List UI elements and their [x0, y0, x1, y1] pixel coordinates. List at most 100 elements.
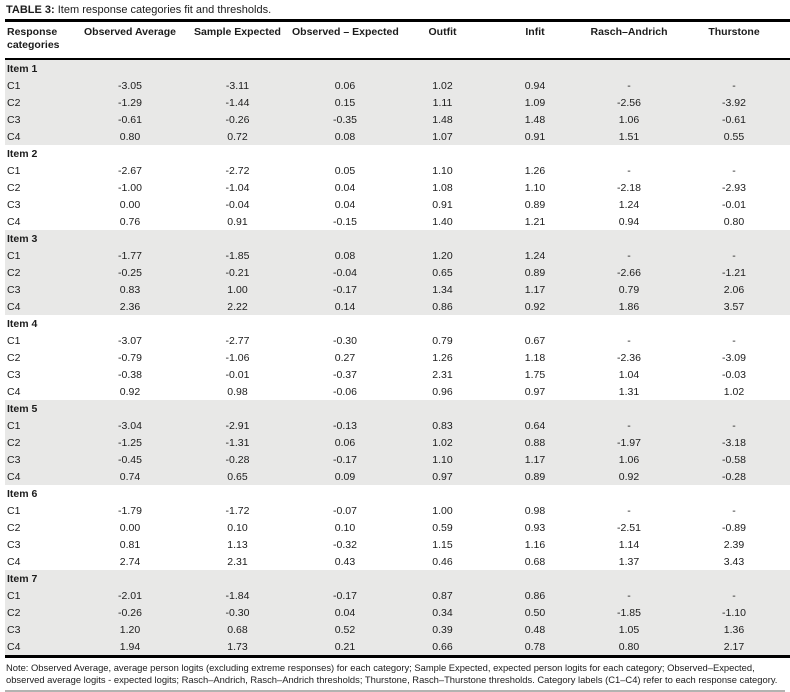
value-cell: -0.30: [225, 606, 250, 619]
value-cell: -1.25: [118, 436, 142, 449]
category-cell: C2: [7, 351, 21, 364]
value-cell: -: [732, 504, 736, 517]
value-cell: -2.91: [225, 419, 250, 432]
value-cell: 1.16: [524, 538, 546, 551]
value-cell: 1.24: [524, 249, 546, 262]
category-cell: C1: [7, 249, 21, 262]
value-cell: 0.10: [334, 521, 356, 534]
value-cell: -0.45: [118, 453, 142, 466]
value-cell: -: [732, 164, 736, 177]
column-header: Outfit: [428, 26, 457, 38]
value-cell: 0.67: [524, 334, 546, 347]
value-cell: -2.72: [225, 164, 250, 177]
value-cell: 0.96: [432, 385, 453, 398]
value-cell: 0.91: [432, 198, 453, 211]
table-title: TABLE 3: Item response categories fit an…: [5, 2, 785, 19]
value-cell: 1.34: [432, 283, 453, 296]
category-cell: C1: [7, 164, 21, 177]
table-row: C3 0.00 -0.04 0.04 0.91 0.89 1.24 -0.01: [5, 196, 790, 213]
table-row: C3 0.83 1.00 -0.17 1.34 1.17 0.79 2.06: [5, 281, 790, 299]
value-cell: 2.31: [432, 368, 453, 381]
column-header: Thurstone: [708, 26, 760, 38]
value-cell: 0.21: [334, 640, 356, 653]
value-cell: -1.29: [118, 96, 142, 109]
value-cell: -2.77: [225, 334, 250, 347]
value-cell: 0.89: [524, 266, 546, 279]
value-cell: -2.93: [722, 181, 746, 194]
value-cell: 0.04: [334, 606, 356, 619]
value-cell: -0.38: [118, 368, 142, 381]
category-cell: C1: [7, 504, 21, 517]
value-cell: 0.65: [432, 266, 453, 279]
item-header-row: Item 1: [5, 59, 790, 78]
value-cell: 0.89: [524, 198, 546, 211]
value-cell: 2.39: [723, 538, 745, 551]
value-cell: 0.15: [334, 96, 356, 109]
value-cell: 0.66: [432, 640, 453, 653]
value-cell: 1.00: [227, 283, 248, 296]
value-cell: 1.94: [119, 640, 141, 653]
table-row: C1 -1.77 -1.85 0.08 1.20 1.24 - -: [5, 247, 790, 265]
value-cell: -0.17: [333, 283, 357, 296]
value-cell: 1.48: [432, 113, 453, 126]
category-cell: C1: [7, 334, 21, 347]
category-cell: C4: [7, 385, 21, 398]
value-cell: 0.14: [334, 300, 356, 313]
table-row: C4 2.36 2.22 0.14 0.86 0.92 1.86 3.57: [5, 298, 790, 316]
value-cell: -: [732, 589, 736, 602]
value-cell: -: [627, 79, 631, 92]
data-table: Response categories Observed Average Sampl…: [5, 19, 790, 659]
value-cell: 1.10: [524, 181, 546, 194]
value-cell: -1.84: [225, 589, 250, 602]
table-row: C1 -3.07 -2.77 -0.30 0.79 0.67 - -: [5, 332, 790, 349]
table-row: C2 -0.25 -0.21 -0.04 0.65 0.89 -2.66 -1.21: [5, 264, 790, 282]
value-cell: 1.18: [524, 351, 546, 364]
value-cell: -1.21: [722, 266, 746, 279]
value-cell: 1.86: [618, 300, 640, 313]
value-cell: -2.56: [617, 96, 641, 109]
item-header-row: Item 2: [5, 145, 790, 162]
value-cell: 2.17: [723, 640, 745, 653]
value-cell: -0.30: [333, 334, 357, 347]
item-name: Item 7: [7, 572, 38, 585]
category-cell: C4: [7, 300, 21, 313]
value-cell: -1.44: [225, 96, 250, 109]
value-cell: -1.77: [118, 249, 142, 262]
category-cell: C1: [7, 419, 21, 432]
value-cell: 1.24: [618, 198, 640, 211]
column-header: Observed – Expected: [292, 26, 399, 38]
column-header: Infit: [525, 26, 545, 38]
item-name: Item 1: [7, 62, 38, 75]
category-cell: C4: [7, 470, 21, 483]
value-cell: 1.48: [524, 113, 546, 126]
value-cell: -0.21: [225, 266, 250, 279]
value-cell: -0.28: [225, 453, 250, 466]
value-cell: -0.04: [333, 266, 357, 279]
value-cell: -0.79: [118, 351, 142, 364]
value-cell: 0.04: [334, 181, 356, 194]
value-cell: -0.26: [225, 113, 250, 126]
value-cell: 0.87: [432, 589, 453, 602]
value-cell: -3.18: [722, 436, 746, 449]
value-cell: -2.01: [118, 589, 142, 602]
value-cell: 1.10: [432, 164, 453, 177]
value-cell: 0.97: [432, 470, 453, 483]
category-cell: C3: [7, 538, 21, 551]
value-cell: 0.65: [227, 470, 248, 483]
value-cell: 0.52: [334, 623, 356, 636]
table-row: C4 1.94 1.73 0.21 0.66 0.78 0.80 2.17: [5, 638, 790, 657]
table-row: C4 2.74 2.31 0.43 0.46 0.68 1.37 3.43: [5, 553, 790, 570]
value-cell: 0.88: [524, 436, 546, 449]
table-row: C2 0.00 0.10 0.10 0.59 0.93 -2.51 -0.89: [5, 519, 790, 536]
value-cell: -0.07: [333, 504, 357, 517]
value-cell: 1.17: [524, 283, 546, 296]
table-row: C3 0.81 1.13 -0.32 1.15 1.16 1.14 2.39: [5, 536, 790, 553]
category-cell: C2: [7, 266, 21, 279]
value-cell: -: [732, 334, 736, 347]
table-note: Note: Observed Average, average person l…: [6, 662, 778, 685]
value-cell: 0.91: [524, 130, 546, 143]
table-row: C3 -0.61 -0.26 -0.35 1.48 1.48 1.06 -0.61: [5, 111, 790, 129]
value-cell: -2.51: [617, 521, 641, 534]
value-cell: 0.89: [524, 470, 546, 483]
